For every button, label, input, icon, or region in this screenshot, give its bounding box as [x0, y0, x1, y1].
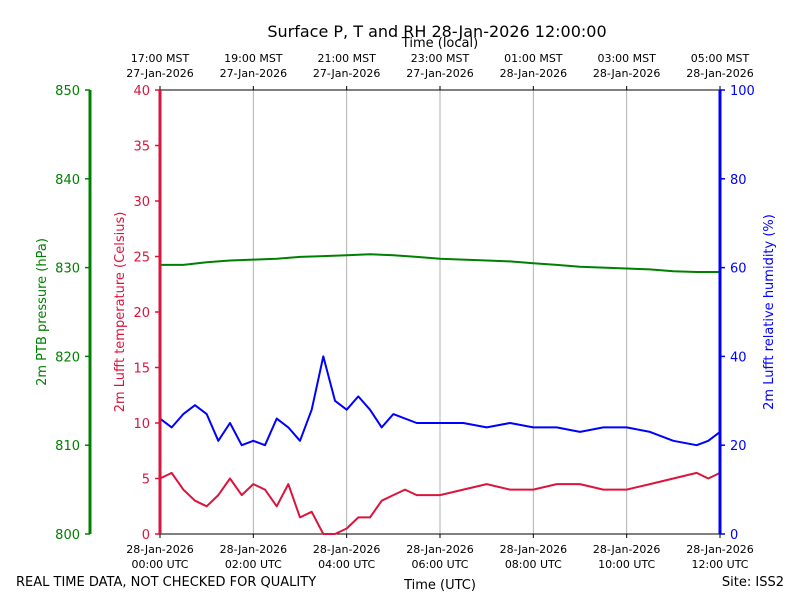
humidity-tick-label: 20 [730, 439, 747, 454]
top-tick-date: 28-Jan-2026 [686, 67, 754, 80]
x-tick-time: 08:00 UTC [505, 558, 562, 571]
x-tick-date: 28-Jan-2026 [686, 543, 754, 556]
temperature-tick-label: 10 [133, 417, 150, 432]
x-tick-date: 28-Jan-2026 [313, 543, 381, 556]
series-line-pressure [160, 253, 720, 273]
temperature-tick-label: 30 [133, 195, 150, 210]
top-tick-time: 21:00 MST [317, 52, 376, 65]
top-tick-time: 19:00 MST [224, 52, 283, 65]
temperature-tick-label: 5 [142, 473, 150, 488]
temperature-tick-label: 35 [133, 140, 150, 155]
pressure-tick-label: 800 [55, 528, 80, 543]
humidity-tick-label: 100 [730, 84, 755, 99]
temperature-tick-label: 0 [142, 528, 150, 543]
series-line-humidity [159, 355, 721, 447]
x-tick-date: 28-Jan-2026 [406, 543, 474, 556]
temperature-tick-label: 40 [133, 84, 150, 99]
x-tick-time: 06:00 UTC [411, 558, 468, 571]
x-tick-time: 02:00 UTC [225, 558, 282, 571]
top-axis-label: Time (local) [401, 36, 478, 51]
top-tick-date: 27-Jan-2026 [406, 67, 474, 80]
temperature-tick-label: 15 [133, 362, 150, 377]
pressure-tick-label: 850 [55, 84, 80, 99]
x-ticks-layer: 28-Jan-2026 00:00 UTC 17:00 MST 27-Jan-2026… [126, 52, 754, 571]
top-tick-time: 23:00 MST [411, 52, 470, 65]
x-tick-time: 04:00 UTC [318, 558, 375, 571]
chart-title: Surface P, T and RH 28-Jan-2026 12:00:00 [267, 22, 606, 41]
series-layer [159, 253, 721, 535]
humidity-tick-label: 0 [730, 528, 738, 543]
quality-disclaimer: REAL TIME DATA, NOT CHECKED FOR QUALITY [16, 575, 317, 590]
top-tick-date: 27-Jan-2026 [126, 67, 194, 80]
top-tick-date: 27-Jan-2026 [220, 67, 288, 80]
temperature-tick-label: 25 [133, 251, 150, 266]
x-tick-date: 28-Jan-2026 [220, 543, 288, 556]
top-tick-time: 03:00 MST [597, 52, 656, 65]
x-tick-date: 28-Jan-2026 [126, 543, 194, 556]
x-tick-time: 10:00 UTC [598, 558, 655, 571]
temperature-tick-label: 20 [133, 306, 150, 321]
top-tick-time: 05:00 MST [691, 52, 750, 65]
pressure-axis-label: 2m PTB pressure (hPa) [35, 238, 50, 386]
pressure-tick-label: 840 [55, 173, 80, 188]
x-tick-time: 00:00 UTC [131, 558, 188, 571]
x-tick-time: 12:00 UTC [691, 558, 748, 571]
top-tick-date: 27-Jan-2026 [313, 67, 381, 80]
series-line-temperature [159, 471, 721, 535]
pressure-tick-label: 830 [55, 262, 80, 277]
top-tick-date: 28-Jan-2026 [593, 67, 661, 80]
temperature-axis-label: 2m Lufft temperature (Celsius) [113, 212, 128, 413]
humidity-tick-label: 60 [730, 262, 747, 277]
bottom-axis-label: Time (UTC) [403, 578, 476, 593]
humidity-axis-label: 2m Lufft relative humidity (%) [762, 214, 777, 410]
top-tick-time: 01:00 MST [504, 52, 563, 65]
grid-lines [252, 90, 628, 534]
pressure-tick-label: 810 [55, 439, 80, 454]
x-tick-date: 28-Jan-2026 [500, 543, 568, 556]
axes-layer: 800 810 820 830 840 850 0 5 10 15 20 25 30 35 40 0 20 40 6… [55, 84, 755, 543]
site-label: Site: ISS2 [721, 575, 784, 590]
top-tick-time: 17:00 MST [131, 52, 190, 65]
humidity-tick-label: 40 [730, 350, 747, 365]
pressure-tick-label: 820 [55, 350, 80, 365]
x-tick-date: 28-Jan-2026 [593, 543, 661, 556]
top-tick-date: 28-Jan-2026 [500, 67, 568, 80]
humidity-tick-label: 80 [730, 173, 747, 188]
